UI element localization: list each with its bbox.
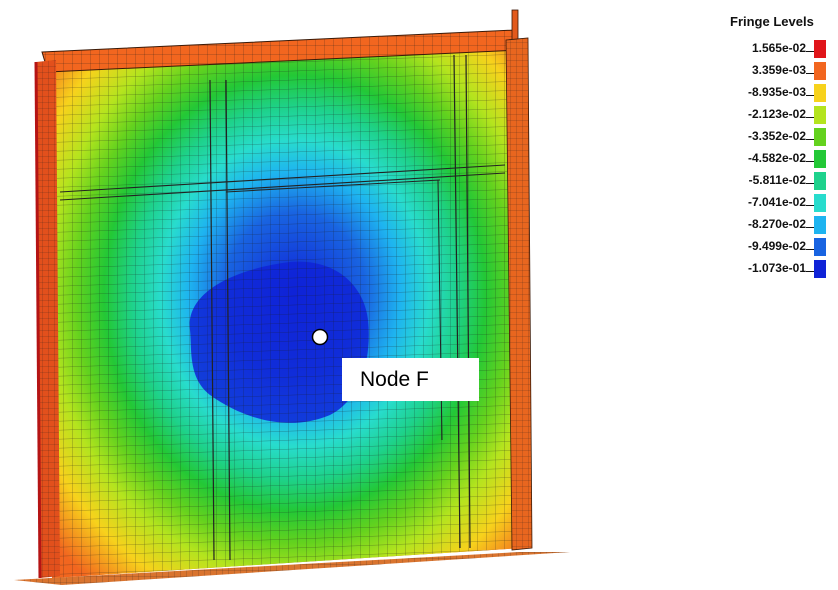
legend-row: -8.270e-02 — [700, 214, 830, 236]
legend-swatch — [814, 194, 826, 212]
stiffener-line — [59, 172, 506, 201]
stiffener-line — [453, 54, 461, 549]
legend-tick — [806, 95, 814, 96]
legend-tick — [806, 205, 814, 206]
legend-row: 3.359e-03 — [700, 60, 830, 82]
legend-title: Fringe Levels — [730, 14, 814, 29]
legend-value: -2.123e-02 — [747, 107, 806, 121]
legend-row: -5.811e-02 — [700, 170, 830, 192]
legend-value: -9.499e-02 — [747, 239, 806, 253]
legend-tick — [806, 183, 814, 184]
legend-swatch — [814, 84, 826, 102]
legend-row: -8.935e-03 — [700, 82, 830, 104]
legend-swatch — [814, 238, 826, 256]
legend-row: -2.123e-02 — [700, 104, 830, 126]
legend-swatch — [814, 216, 826, 234]
legend-swatch — [814, 62, 826, 80]
legend-tick — [806, 73, 814, 74]
legend-row: -7.041e-02 — [700, 192, 830, 214]
legend-value: 1.565e-02 — [751, 41, 806, 55]
stiffener-line — [465, 54, 471, 549]
legend-tick — [806, 117, 814, 118]
legend-value: -5.811e-02 — [748, 173, 806, 187]
node-label: Node F — [342, 358, 479, 401]
legend-tick — [806, 227, 814, 228]
legend-value: -4.582e-02 — [747, 151, 806, 165]
stiffener-line — [225, 179, 441, 193]
right-edge-column — [505, 37, 533, 551]
stiffener-line — [209, 79, 215, 561]
legend-tick — [806, 139, 814, 140]
legend-swatch — [814, 128, 826, 146]
stiffener-line — [59, 164, 506, 193]
legend-value: -3.352e-02 — [747, 129, 806, 143]
legend-tick — [806, 249, 814, 250]
legend-row: -9.499e-02 — [700, 236, 830, 258]
stiffener-line — [225, 79, 231, 561]
legend-value: -8.935e-03 — [747, 85, 806, 99]
legend-row: -3.352e-02 — [700, 126, 830, 148]
legend-swatch — [814, 40, 826, 58]
legend-swatch — [814, 260, 826, 278]
base-plate — [14, 552, 570, 585]
legend-value: -1.073e-01 — [747, 261, 806, 275]
legend-row: -1.073e-01 — [700, 258, 830, 280]
legend-value: 3.359e-03 — [751, 63, 806, 77]
node-f-marker — [311, 328, 329, 346]
legend-swatch — [814, 150, 826, 168]
legend-value: -7.041e-02 — [747, 195, 806, 209]
legend-tick — [806, 271, 814, 272]
legend-swatch — [814, 106, 826, 124]
legend-tick — [806, 51, 814, 52]
legend-row: -4.582e-02 — [700, 148, 830, 170]
left-edge-column — [34, 60, 60, 579]
legend-swatch — [814, 172, 826, 190]
wall-panel — [52, 42, 522, 578]
legend-row: 1.565e-02 — [700, 38, 830, 60]
legend-value: -8.270e-02 — [747, 217, 806, 231]
legend-tick — [806, 161, 814, 162]
